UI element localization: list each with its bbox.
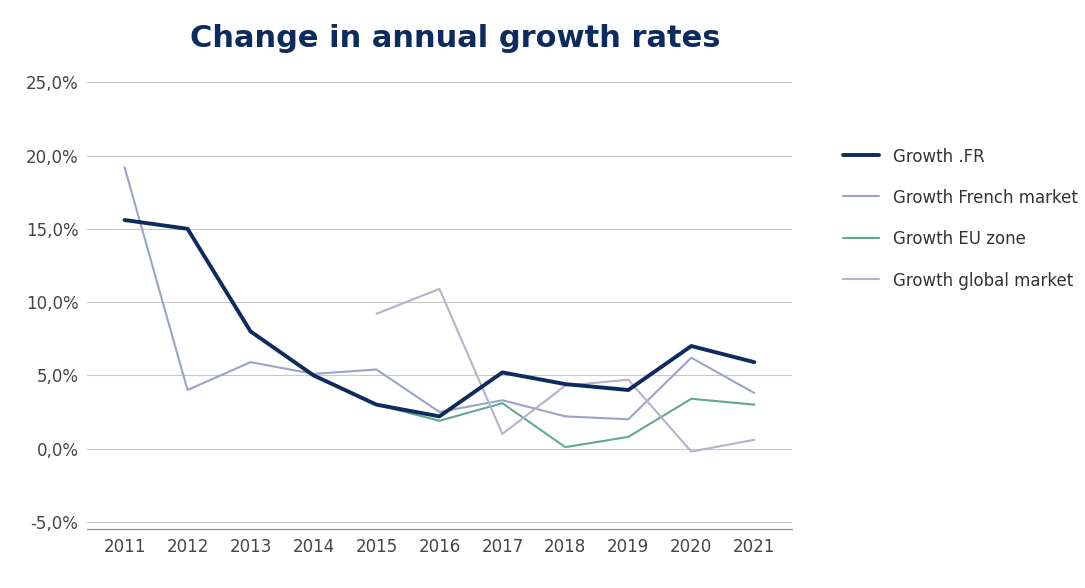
- Growth global market: [496, 430, 509, 437]
- Growth global market: [370, 310, 383, 318]
- Growth .FR: [307, 372, 320, 379]
- Growth French market: [244, 359, 257, 366]
- Growth .FR: [118, 216, 131, 223]
- Growth French market: [433, 409, 446, 416]
- Growth EU zone: [433, 417, 446, 425]
- Text: Change in annual growth rates: Change in annual growth rates: [191, 24, 720, 52]
- Growth .FR: [748, 359, 761, 366]
- Growth global market: [685, 448, 698, 455]
- Growth French market: [622, 416, 635, 423]
- Line: Growth .FR: Growth .FR: [125, 220, 754, 416]
- Growth French market: [685, 354, 698, 361]
- Legend: Growth .FR, Growth French market, Growth EU zone, Growth global market: Growth .FR, Growth French market, Growth…: [843, 148, 1077, 290]
- Growth EU zone: [559, 443, 572, 450]
- Growth EU zone: [748, 401, 761, 408]
- Growth French market: [118, 163, 131, 171]
- Growth EU zone: [685, 395, 698, 402]
- Growth global market: [622, 376, 635, 383]
- Growth .FR: [244, 328, 257, 335]
- Growth EU zone: [496, 400, 509, 407]
- Growth French market: [496, 397, 509, 404]
- Line: Growth EU zone: Growth EU zone: [376, 399, 754, 447]
- Growth .FR: [181, 225, 194, 232]
- Growth .FR: [496, 369, 509, 376]
- Growth French market: [181, 386, 194, 393]
- Growth .FR: [433, 413, 446, 420]
- Growth .FR: [685, 342, 698, 349]
- Growth French market: [748, 389, 761, 396]
- Growth .FR: [622, 386, 635, 393]
- Growth French market: [307, 370, 320, 377]
- Growth French market: [559, 413, 572, 420]
- Growth .FR: [370, 401, 383, 408]
- Growth French market: [370, 366, 383, 373]
- Line: Growth French market: Growth French market: [125, 167, 754, 419]
- Growth .FR: [559, 380, 572, 387]
- Growth global market: [559, 382, 572, 389]
- Growth EU zone: [370, 401, 383, 408]
- Line: Growth global market: Growth global market: [376, 289, 754, 452]
- Growth global market: [433, 285, 446, 292]
- Growth global market: [748, 436, 761, 443]
- Growth EU zone: [622, 433, 635, 440]
